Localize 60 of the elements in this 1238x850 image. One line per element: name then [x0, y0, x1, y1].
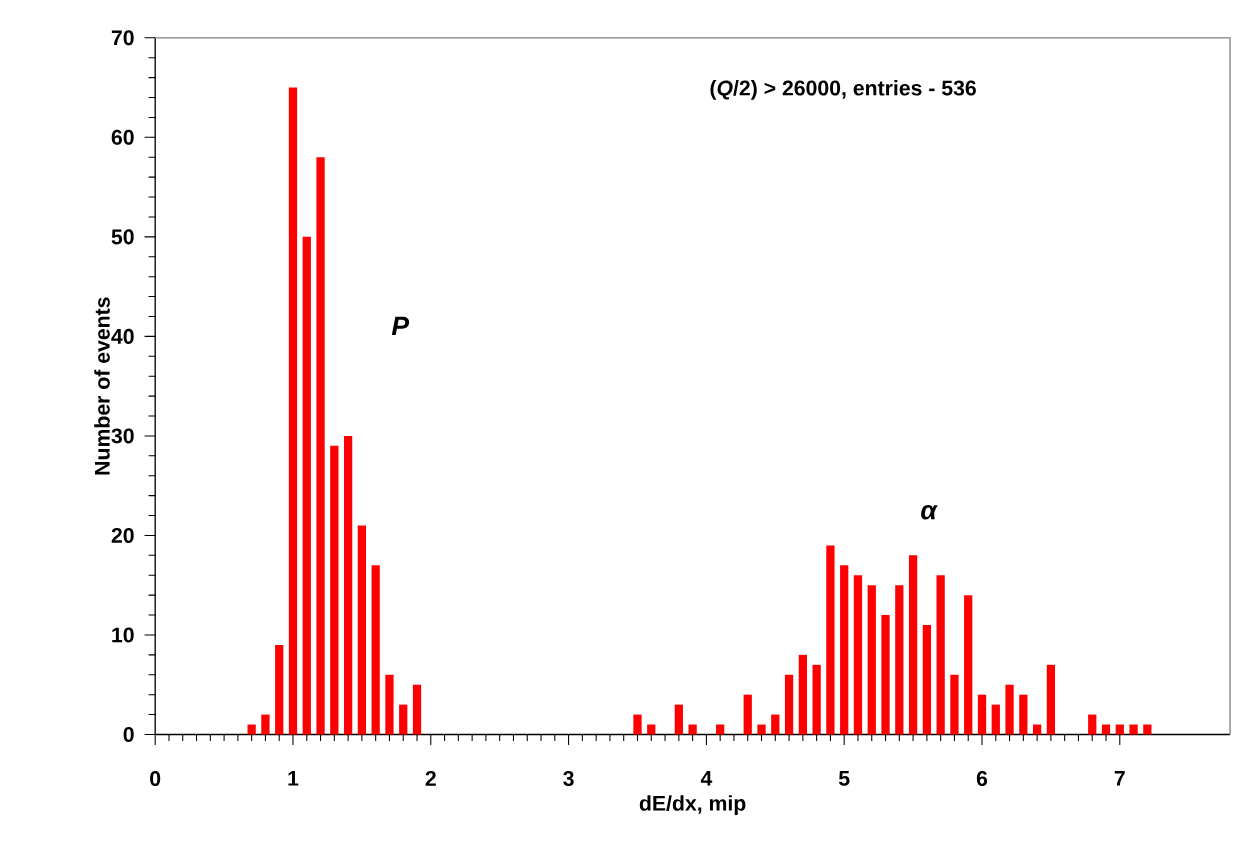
bar — [812, 664, 821, 735]
bar — [784, 674, 794, 735]
bar — [1046, 664, 1056, 735]
bar — [977, 694, 987, 735]
bar — [275, 644, 284, 735]
y-tick-label: 10 — [112, 627, 134, 643]
y-tick-label: 40 — [111, 328, 134, 344]
bar — [771, 714, 780, 735]
bar — [840, 565, 849, 735]
bar — [867, 585, 876, 735]
bar — [881, 615, 890, 735]
x-tick-label: 1 — [288, 771, 299, 786]
y-axis-title: Number of events — [94, 297, 110, 475]
y-tick-label: 30 — [111, 428, 134, 444]
x-tick-label: 4 — [700, 771, 713, 786]
bar — [688, 724, 697, 735]
bar — [936, 575, 945, 735]
bar — [922, 625, 932, 735]
bar — [399, 704, 408, 735]
y-tick-label: 50 — [111, 229, 134, 245]
bar — [357, 525, 367, 735]
bar — [1019, 694, 1028, 735]
bar — [798, 654, 807, 735]
y-tick-label: 0 — [123, 727, 134, 743]
bar — [633, 714, 642, 735]
y-tick-label: 70 — [111, 30, 134, 46]
bar — [261, 714, 270, 735]
bar — [412, 684, 422, 735]
bar — [288, 87, 298, 735]
bar — [757, 724, 766, 735]
bar — [950, 674, 959, 735]
bar — [330, 445, 339, 735]
bar — [964, 595, 973, 735]
bar — [895, 585, 904, 735]
annotation: α — [921, 505, 938, 520]
bar — [302, 236, 311, 735]
bar — [743, 694, 752, 735]
bar — [991, 704, 1000, 735]
y-tick-label: 20 — [111, 527, 134, 543]
bar — [674, 704, 683, 735]
x-tick-label: 0 — [150, 771, 161, 787]
bar — [343, 435, 353, 735]
annotation: (Q/2) > 26000, entries - 536 — [710, 80, 976, 100]
x-tick-label: 2 — [425, 771, 436, 786]
x-tick-label: 7 — [1114, 771, 1125, 786]
bar — [908, 555, 918, 735]
bar — [1129, 724, 1138, 735]
y-tick-label: 60 — [111, 129, 134, 145]
annotation: P — [391, 316, 410, 336]
bar — [853, 575, 863, 735]
bar — [1088, 714, 1097, 735]
bar — [316, 157, 325, 735]
x-axis-title: dE/dx, mip — [639, 795, 746, 816]
x-tick-label: 3 — [563, 771, 574, 787]
x-tick-label: 6 — [976, 771, 988, 787]
bar — [1005, 684, 1014, 735]
bar — [385, 674, 394, 735]
bar — [371, 565, 380, 735]
bar — [826, 545, 835, 735]
x-tick-label: 5 — [838, 771, 850, 786]
